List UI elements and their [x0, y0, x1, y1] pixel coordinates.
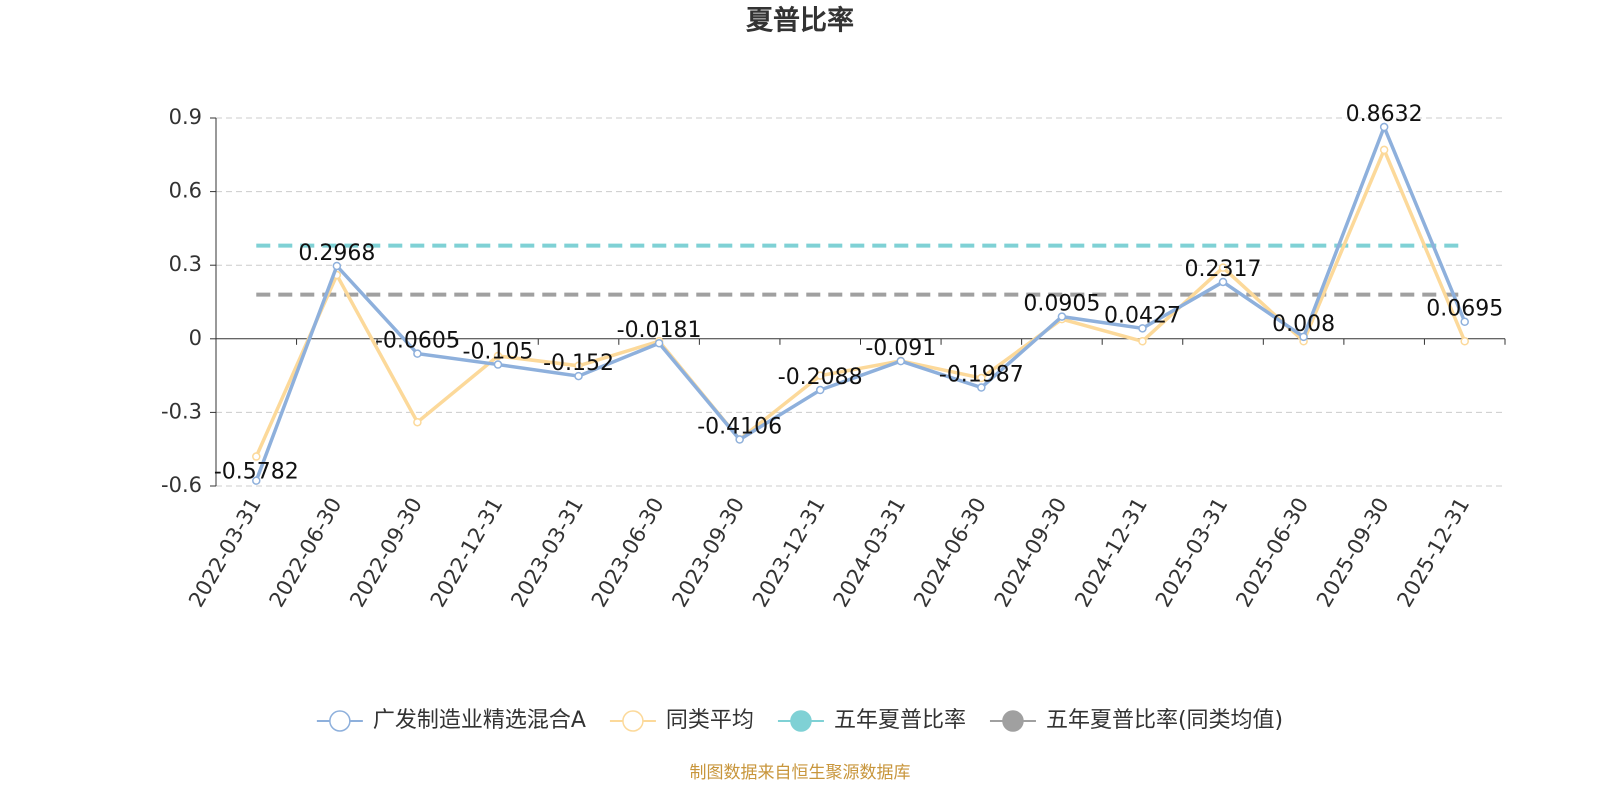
data-label: 0.0695 [1426, 297, 1503, 322]
x-tick-label: 2022-09-30 [345, 494, 427, 612]
data-point [574, 361, 583, 371]
x-tick-label: 2025-03-31 [1151, 494, 1233, 612]
data-label: 0.008 [1272, 312, 1335, 337]
x-tick-label: 2022-03-31 [184, 494, 266, 612]
data-point [1299, 332, 1308, 342]
data-point [413, 349, 422, 358]
data-point [252, 452, 261, 461]
data-point [1138, 324, 1147, 333]
data-point [896, 356, 906, 366]
legend-label: 五年夏普比率 [834, 708, 966, 733]
data-label: 0.0427 [1104, 303, 1181, 328]
data-label: -0.2088 [778, 365, 863, 390]
data-point [654, 338, 664, 348]
data-point [493, 360, 503, 369]
legend-label: 同类平均 [666, 708, 754, 733]
data-point [977, 383, 986, 392]
x-tick-label: 2024-03-31 [828, 494, 910, 612]
source-note: 制图数据来自恒生聚源数据库 [690, 763, 911, 783]
data-label: -0.1987 [939, 363, 1024, 388]
data-label: -0.152 [543, 351, 614, 376]
x-tick-label: 2024-09-30 [990, 494, 1072, 612]
data-point [1460, 337, 1469, 346]
x-tick-label: 2023-09-30 [667, 494, 749, 612]
data-point [1379, 122, 1389, 132]
x-tick-label: 2023-03-31 [506, 494, 588, 612]
y-tick-label: 0 [189, 326, 202, 350]
x-tick-label: 2022-06-30 [265, 494, 347, 612]
data-point [332, 261, 342, 271]
data-point [977, 373, 986, 383]
y-tick-label: 0.3 [169, 252, 202, 276]
y-tick-label: 0.6 [169, 179, 202, 203]
data-label: 0.2317 [1185, 257, 1262, 282]
data-label: -0.0605 [375, 329, 460, 354]
x-tick-label: 2022-12-31 [426, 494, 508, 612]
data-label: -0.105 [463, 340, 534, 365]
chart-title: 夏普比率 [746, 5, 854, 37]
data-point [1460, 317, 1469, 326]
x-tick-label: 2025-12-31 [1392, 494, 1474, 612]
x-tick-label: 2023-12-31 [748, 494, 830, 612]
data-label: -0.091 [865, 336, 936, 361]
data-point [815, 371, 825, 380]
data-point [815, 385, 825, 395]
data-label: -0.4106 [697, 415, 782, 440]
data-label: -0.0181 [617, 318, 702, 343]
x-tick-label: 2025-09-30 [1312, 494, 1394, 612]
x-tick-label: 2024-06-30 [909, 494, 991, 612]
y-tick-label: -0.3 [161, 399, 202, 423]
legend-marker [622, 710, 644, 732]
legend-marker [1002, 710, 1024, 732]
series-line [254, 145, 1467, 458]
data-point [493, 351, 503, 361]
legend: 广发制造业精选混合A 同类平均 五年夏普比率 五年夏普比率(同类均值) [316, 708, 1283, 733]
data-point [1218, 277, 1228, 287]
data-point [413, 417, 422, 427]
x-tick-label: 2023-06-30 [587, 494, 669, 612]
legend-marker [790, 710, 812, 732]
data-point [252, 476, 261, 485]
data-point [1138, 337, 1147, 346]
x-tick-label: 2024-12-31 [1070, 494, 1152, 612]
data-label: 0.0905 [1023, 292, 1100, 317]
y-tick-label: -0.6 [161, 473, 202, 497]
data-point [735, 435, 744, 444]
data-label: -0.5782 [214, 460, 299, 485]
data-point [1379, 145, 1389, 155]
data-point [574, 371, 583, 381]
x-tick-label: 2025-06-30 [1231, 494, 1313, 612]
data-point [1057, 312, 1067, 321]
data-label: 0.2968 [298, 241, 375, 266]
legend-label: 广发制造业精选混合A [373, 708, 586, 733]
data-label: 0.8632 [1346, 102, 1423, 127]
legend-marker [329, 710, 351, 732]
legend-label: 五年夏普比率(同类均值) [1046, 708, 1283, 733]
series-line [254, 122, 1467, 482]
y-tick-label: 0.9 [169, 105, 202, 129]
data-point [1218, 263, 1228, 272]
